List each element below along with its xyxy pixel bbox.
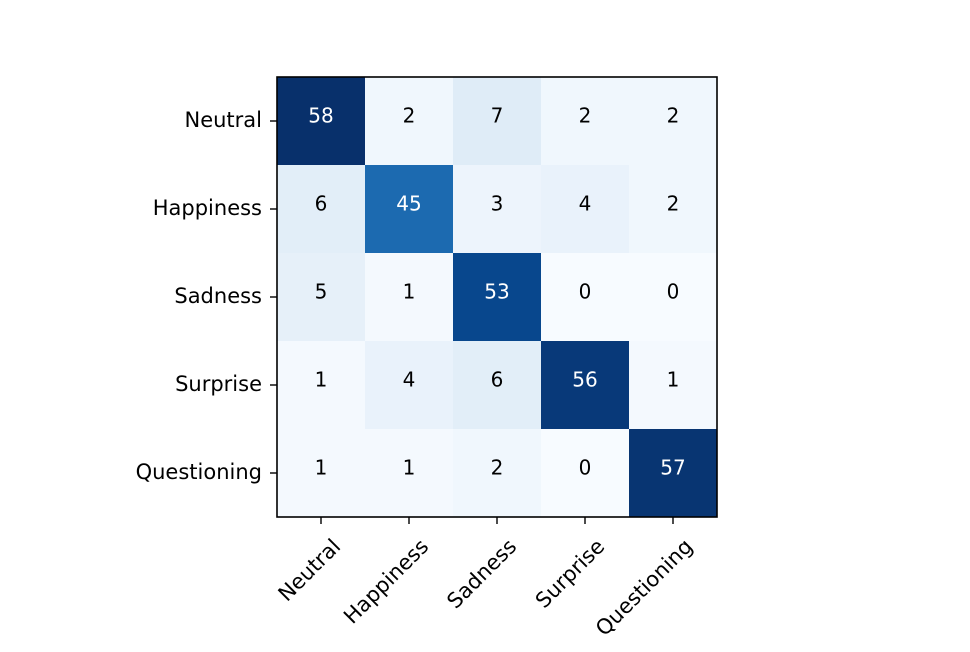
cell-value-label: 1 bbox=[403, 280, 416, 304]
cell-value-label: 57 bbox=[660, 456, 685, 480]
heatmap-cell-r0-c0 bbox=[277, 77, 366, 166]
cell-value-label: 4 bbox=[403, 368, 416, 392]
x-tick-label: Sadness bbox=[442, 534, 521, 613]
cell-value-label: 6 bbox=[491, 368, 504, 392]
heatmap-cells bbox=[277, 77, 718, 518]
cell-value-label: 6 bbox=[315, 192, 328, 216]
y-axis: Neutral Happiness Sadness Surprise Questioni… bbox=[136, 108, 277, 484]
cell-value-label: 2 bbox=[667, 104, 680, 128]
y-tick-label: Happiness bbox=[153, 196, 262, 220]
heatmap-cell-r0-c2 bbox=[453, 77, 542, 166]
heatmap-cell-r1-c3 bbox=[541, 165, 630, 254]
heatmap-cell-r1-c2 bbox=[453, 165, 542, 254]
cell-value-label: 2 bbox=[491, 456, 504, 480]
heatmap-cell-r0-c3 bbox=[541, 77, 630, 166]
y-tick-label: Surprise bbox=[175, 372, 262, 396]
heatmap-cell-r2-c2 bbox=[453, 253, 542, 342]
cell-value-label: 53 bbox=[484, 280, 509, 304]
cell-value-label: 1 bbox=[315, 456, 328, 480]
cell-value-label: 0 bbox=[667, 280, 680, 304]
heatmap-cell-r1-c1 bbox=[365, 165, 454, 254]
heatmap-cell-r2-c0 bbox=[277, 253, 366, 342]
heatmap-cell-r4-c0 bbox=[277, 429, 366, 518]
x-tick-label: Neutral bbox=[274, 534, 346, 606]
cell-value-label: 5 bbox=[315, 280, 328, 304]
cell-value-label: 1 bbox=[315, 368, 328, 392]
x-tick-label: Surprise bbox=[531, 534, 609, 612]
cell-value-label: 3 bbox=[491, 192, 504, 216]
heatmap-cell-r1-c0 bbox=[277, 165, 366, 254]
cell-value-label: 4 bbox=[579, 192, 592, 216]
heatmap-cell-r3-c3 bbox=[541, 341, 630, 430]
heatmap-cell-r4-c3 bbox=[541, 429, 630, 518]
cell-value-label: 56 bbox=[572, 368, 597, 392]
heatmap-cell-r0-c4 bbox=[629, 77, 718, 166]
heatmap-cell-r4-c4 bbox=[629, 429, 718, 518]
heatmap-cell-r3-c4 bbox=[629, 341, 718, 430]
y-tick-label: Questioning bbox=[136, 460, 262, 484]
heatmap-cell-r3-c1 bbox=[365, 341, 454, 430]
cell-value-label: 1 bbox=[667, 368, 680, 392]
heatmap-cell-r2-c3 bbox=[541, 253, 630, 342]
heatmap-cell-r1-c4 bbox=[629, 165, 718, 254]
heatmap-cell-r4-c1 bbox=[365, 429, 454, 518]
cell-value-label: 2 bbox=[667, 192, 680, 216]
cell-value-label: 58 bbox=[308, 104, 333, 128]
cell-value-label: 2 bbox=[403, 104, 416, 128]
heatmap-cell-r2-c4 bbox=[629, 253, 718, 342]
heatmap-value-labels: 58 2 7 2 2 6 45 3 4 2 5 1 53 0 0 1 4 6 56 1 1 1 2 0 57 bbox=[308, 104, 685, 480]
cell-value-label: 0 bbox=[579, 280, 592, 304]
heatmap-cell-r2-c1 bbox=[365, 253, 454, 342]
y-tick-label: Neutral bbox=[184, 108, 262, 132]
heatmap-cell-r3-c2 bbox=[453, 341, 542, 430]
heatmap-cell-r0-c1 bbox=[365, 77, 454, 166]
y-tick-label: Sadness bbox=[174, 284, 262, 308]
x-tick-label: Happiness bbox=[339, 534, 433, 628]
heatmap-cell-r3-c0 bbox=[277, 341, 366, 430]
cell-value-label: 1 bbox=[403, 456, 416, 480]
cell-value-label: 0 bbox=[579, 456, 592, 480]
cell-value-label: 7 bbox=[491, 104, 504, 128]
cell-value-label: 2 bbox=[579, 104, 592, 128]
cell-value-label: 45 bbox=[396, 192, 421, 216]
heatmap-cell-r4-c2 bbox=[453, 429, 542, 518]
